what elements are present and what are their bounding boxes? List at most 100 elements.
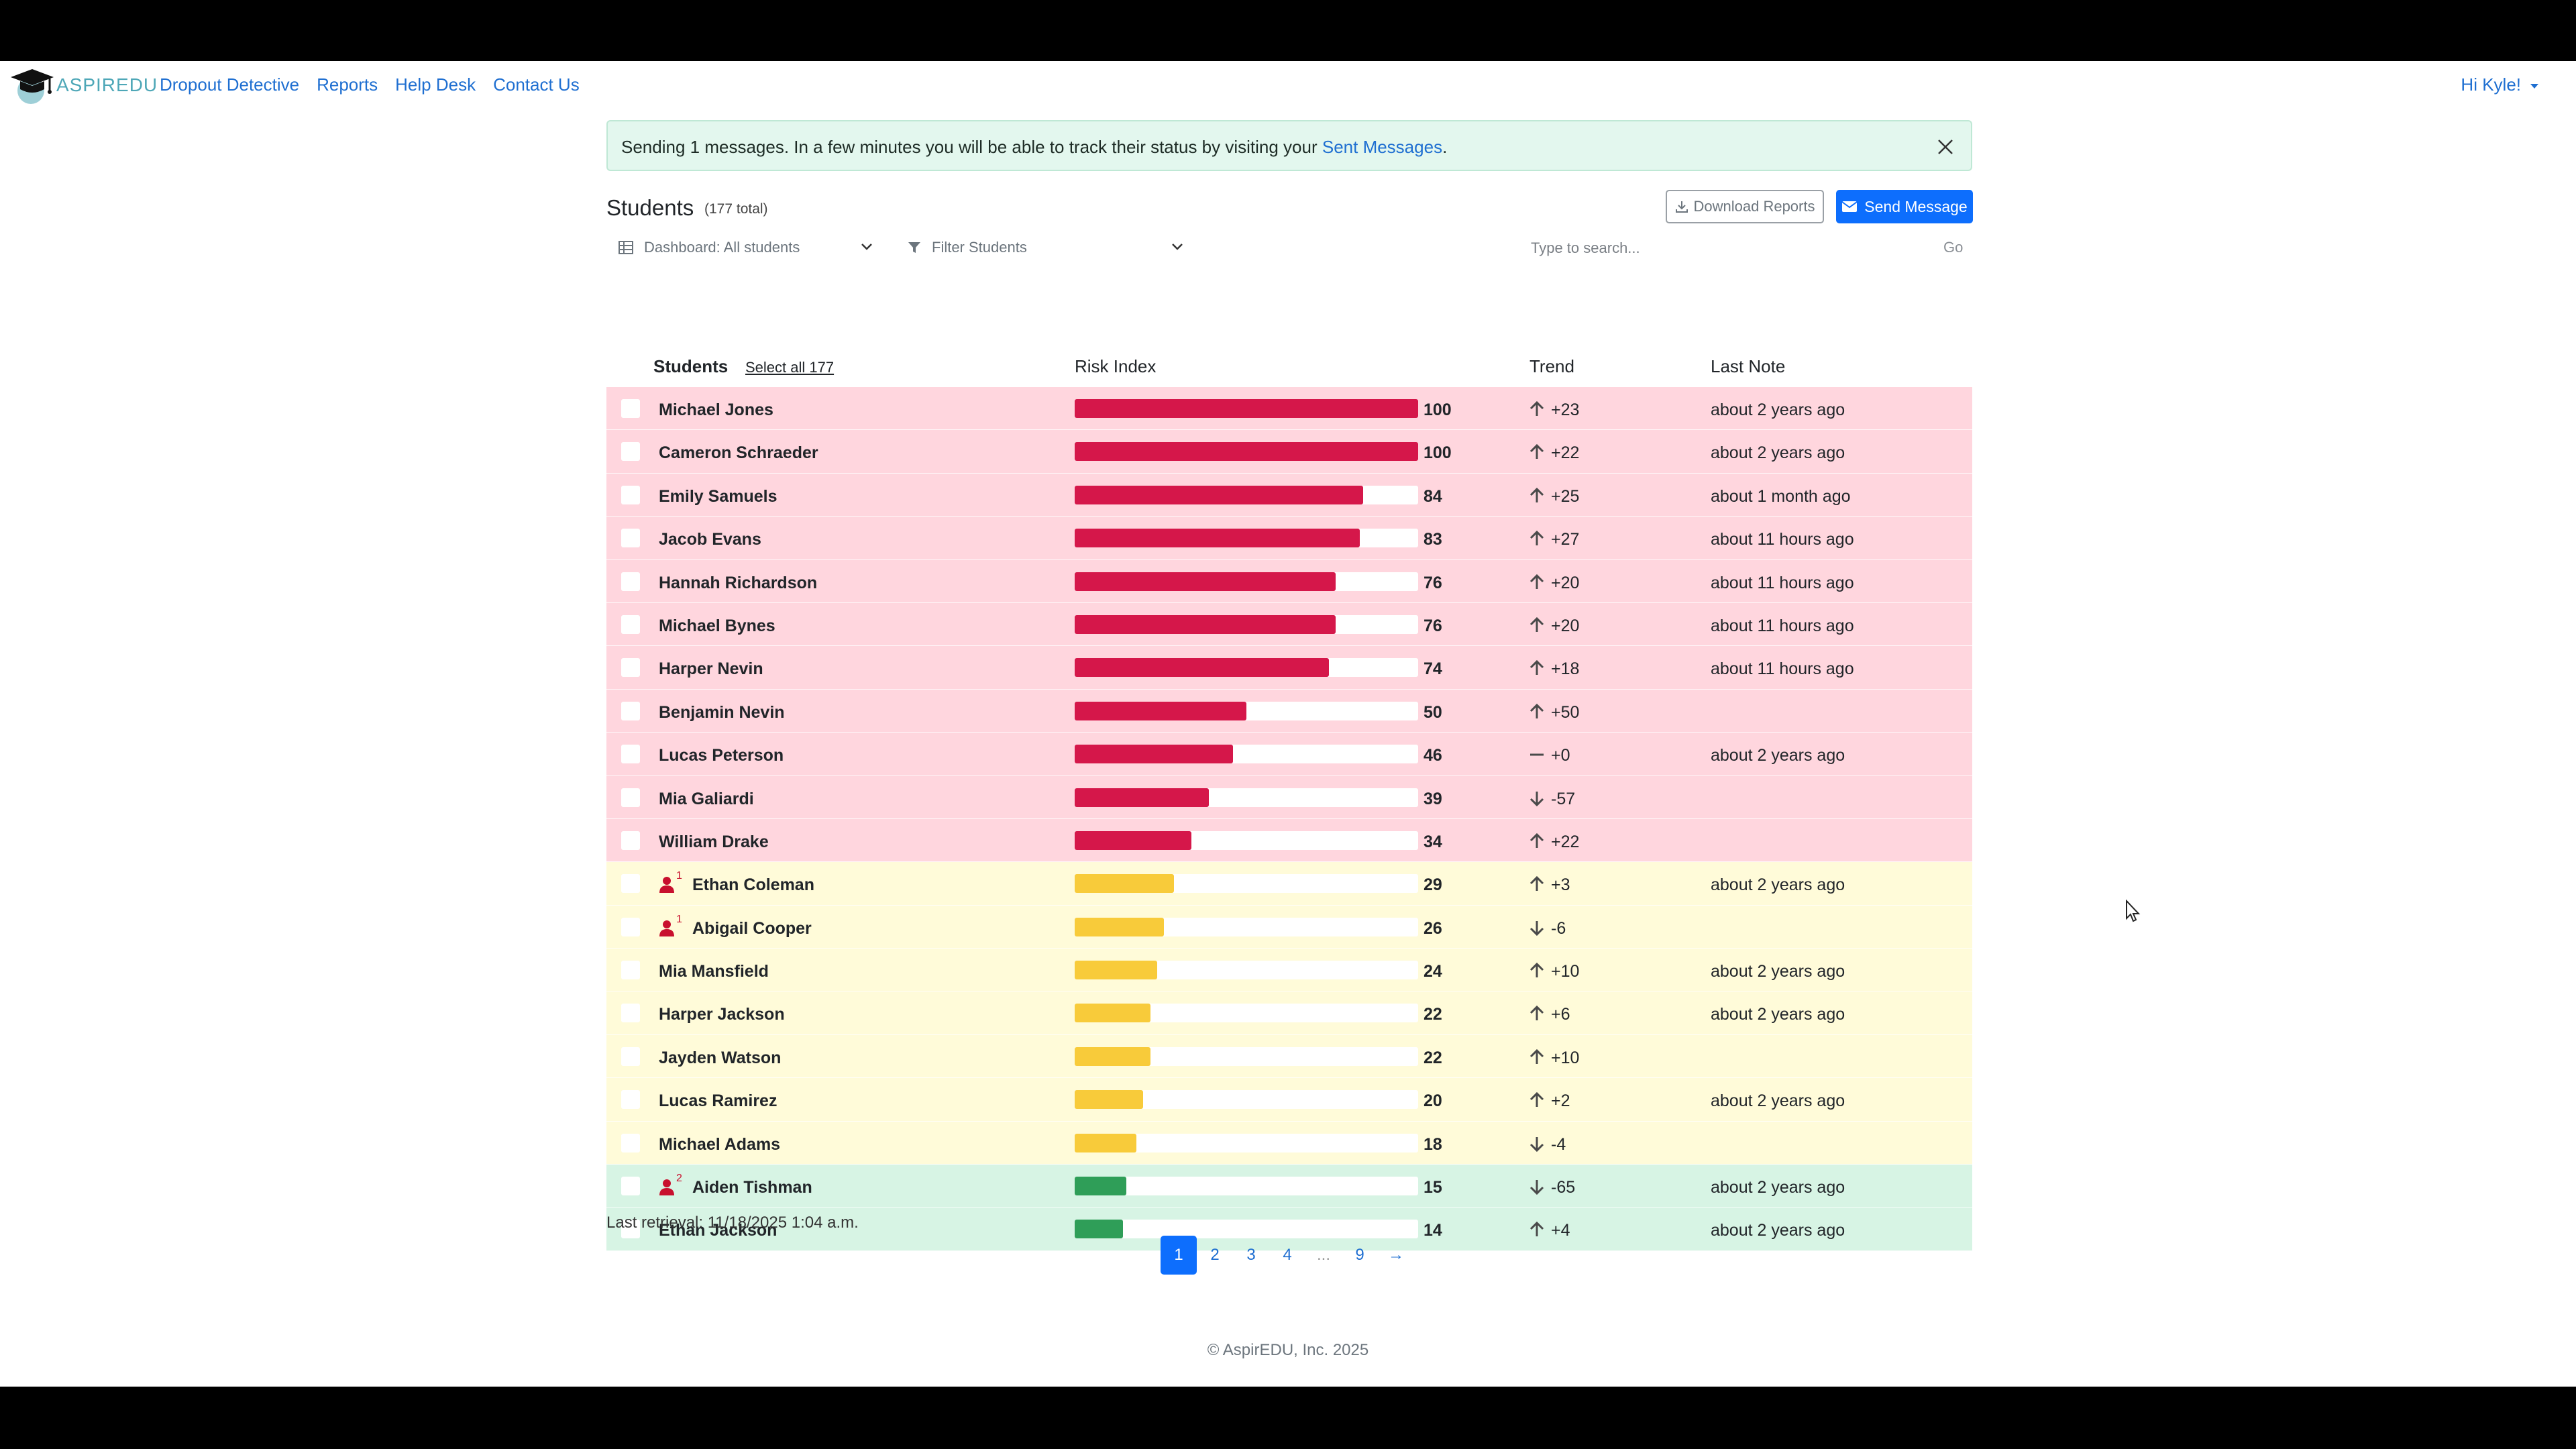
- select-all-link[interactable]: Select all 177: [745, 359, 835, 376]
- row-checkbox[interactable]: [621, 874, 640, 894]
- student-name-link[interactable]: Benjamin Nevin: [659, 702, 785, 722]
- table-row[interactable]: Michael Bynes 76 +20 about 11 hours ago: [606, 602, 1972, 647]
- table-row[interactable]: Cameron Schraeder 100 +22 about 2 years ago: [606, 430, 1972, 474]
- risk-bar-fill: [1075, 1177, 1126, 1196]
- nav-links: Dropout Detective Reports Help Desk Cont…: [160, 74, 580, 95]
- table-row[interactable]: Harper Nevin 74 +18 about 11 hours ago: [606, 646, 1972, 690]
- go-button[interactable]: Go: [1943, 234, 1963, 261]
- row-checkbox[interactable]: [621, 1177, 640, 1196]
- row-checkbox[interactable]: [621, 399, 640, 418]
- row-checkbox[interactable]: [621, 1004, 640, 1023]
- send-message-button[interactable]: Send Message: [1836, 190, 1973, 223]
- row-checkbox[interactable]: [621, 485, 640, 504]
- row-checkbox[interactable]: [621, 1133, 640, 1152]
- row-checkbox[interactable]: [621, 572, 640, 591]
- row-checkbox[interactable]: [621, 442, 640, 462]
- filter-students-select[interactable]: Filter Students: [908, 234, 1184, 261]
- table-row[interactable]: Michael Jones 100 +23 about 2 years ago: [606, 387, 1972, 431]
- sent-messages-link[interactable]: Sent Messages: [1322, 137, 1443, 157]
- table-row[interactable]: Jacob Evans 83 +27 about 11 hours ago: [606, 517, 1972, 560]
- student-name-link[interactable]: Ethan Coleman: [692, 875, 814, 895]
- student-name-link[interactable]: William Drake: [659, 832, 769, 851]
- column-header-trend[interactable]: Trend: [1529, 356, 1574, 376]
- student-name-link[interactable]: Harper Nevin: [659, 659, 763, 679]
- table-row[interactable]: 1 Ethan Coleman 29 +3 about 2 years ago: [606, 862, 1972, 906]
- row-checkbox[interactable]: [621, 1090, 640, 1110]
- user-alert-icon: [659, 877, 674, 894]
- student-name-link[interactable]: Emily Samuels: [659, 486, 777, 506]
- student-name-link[interactable]: Michael Bynes: [659, 616, 775, 635]
- column-header-last-note[interactable]: Last Note: [1711, 356, 1786, 376]
- table-row[interactable]: 1 Abigail Cooper 26 -6: [606, 905, 1972, 949]
- nav-link-dropout-detective[interactable]: Dropout Detective: [160, 74, 300, 95]
- student-name-link[interactable]: Jacob Evans: [659, 530, 761, 549]
- student-name-link[interactable]: Michael Jones: [659, 400, 773, 419]
- student-name-link[interactable]: Abigail Cooper: [692, 918, 812, 938]
- row-checkbox[interactable]: [621, 529, 640, 548]
- row-checkbox[interactable]: [621, 830, 640, 850]
- table-row[interactable]: Mia Galiardi 39 -57: [606, 775, 1972, 819]
- student-name-link[interactable]: Jayden Watson: [659, 1048, 782, 1067]
- nav-link-help-desk[interactable]: Help Desk: [395, 74, 476, 95]
- student-name-link[interactable]: Cameron Schraeder: [659, 443, 818, 463]
- table-row[interactable]: Emily Samuels 84 +25 about 1 month ago: [606, 473, 1972, 517]
- nav-link-contact-us[interactable]: Contact Us: [493, 74, 580, 95]
- row-checkbox[interactable]: [621, 917, 640, 936]
- pagination-next[interactable]: →: [1388, 1246, 1404, 1264]
- row-checkbox[interactable]: [621, 614, 640, 634]
- row-checkbox[interactable]: [621, 1046, 640, 1066]
- risk-bar-track: [1075, 1133, 1418, 1152]
- column-header-risk-index[interactable]: Risk Index: [1075, 356, 1157, 376]
- student-name-link[interactable]: Aiden Tishman: [692, 1178, 812, 1197]
- table-row[interactable]: Jayden Watson 22 +10: [606, 1034, 1972, 1079]
- table-row[interactable]: Ethan Jackson 14 +4 about 2 years ago: [606, 1208, 1972, 1251]
- last-note-value: about 2 years ago: [1711, 443, 1845, 463]
- pagination-page[interactable]: 2: [1210, 1246, 1220, 1264]
- table-row[interactable]: Hannah Richardson 76 +20 about 11 hours ago: [606, 559, 1972, 603]
- pagination-ellipsis: ...: [1316, 1246, 1330, 1264]
- table-row[interactable]: Michael Adams 18 -4: [606, 1121, 1972, 1165]
- risk-index-value: 26: [1424, 918, 1442, 938]
- table-row[interactable]: Harper Jackson 22 +6 about 2 years ago: [606, 991, 1972, 1035]
- user-menu[interactable]: Hi Kyle!: [2461, 74, 2538, 95]
- last-note-value: about 11 hours ago: [1711, 616, 1854, 635]
- close-icon[interactable]: [1935, 136, 1956, 158]
- student-name-link[interactable]: Lucas Ramirez: [659, 1091, 777, 1111]
- search-input[interactable]: [1529, 234, 1935, 262]
- arrow-up-icon: [1529, 1006, 1544, 1021]
- arrow-up-icon: [1529, 400, 1544, 416]
- brand-logo[interactable]: ASPIREDU: [8, 64, 158, 107]
- table-row[interactable]: Lucas Ramirez 20 +2 about 2 years ago: [606, 1078, 1972, 1122]
- student-name-link[interactable]: Hannah Richardson: [659, 573, 818, 592]
- row-checkbox[interactable]: [621, 788, 640, 807]
- student-name-link[interactable]: Ethan Jackson: [659, 1221, 777, 1240]
- pagination-page[interactable]: 9: [1355, 1246, 1364, 1264]
- download-reports-button[interactable]: Download Reports: [1666, 190, 1824, 223]
- table-row[interactable]: William Drake 34 +22: [606, 818, 1972, 863]
- column-header-students: Students: [653, 356, 729, 376]
- row-checkbox[interactable]: [621, 745, 640, 764]
- pagination-page[interactable]: 3: [1246, 1246, 1256, 1264]
- table-row[interactable]: Lucas Peterson 46 +0 about 2 years ago: [606, 733, 1972, 776]
- table-row[interactable]: Mia Mansfield 24 +10 about 2 years ago: [606, 949, 1972, 992]
- row-checkbox[interactable]: [621, 1220, 640, 1239]
- student-name-link[interactable]: Michael Adams: [659, 1134, 781, 1154]
- student-name-link[interactable]: Mia Galiardi: [659, 789, 754, 808]
- last-note-value: about 2 years ago: [1711, 1178, 1845, 1197]
- pagination-page[interactable]: 1: [1161, 1236, 1197, 1275]
- arrow-up-icon: [1529, 833, 1544, 848]
- student-name-link[interactable]: Mia Mansfield: [659, 962, 769, 981]
- table-row[interactable]: Benjamin Nevin 50 +50: [606, 689, 1972, 733]
- table-row[interactable]: 2 Aiden Tishman 15 -65 about 2 years ago: [606, 1165, 1972, 1208]
- students-total-count: (177 total): [704, 201, 768, 217]
- row-checkbox[interactable]: [621, 658, 640, 678]
- row-checkbox[interactable]: [621, 961, 640, 980]
- nav-link-reports[interactable]: Reports: [317, 74, 378, 95]
- pagination-page[interactable]: 4: [1283, 1246, 1292, 1264]
- risk-bar-track: [1075, 614, 1418, 634]
- row-checkbox[interactable]: [621, 701, 640, 720]
- student-name-link[interactable]: Lucas Peterson: [659, 746, 784, 765]
- dashboard-select[interactable]: Dashboard: All students: [619, 234, 873, 261]
- student-name-link[interactable]: Harper Jackson: [659, 1005, 785, 1024]
- risk-index-value: 15: [1424, 1178, 1442, 1197]
